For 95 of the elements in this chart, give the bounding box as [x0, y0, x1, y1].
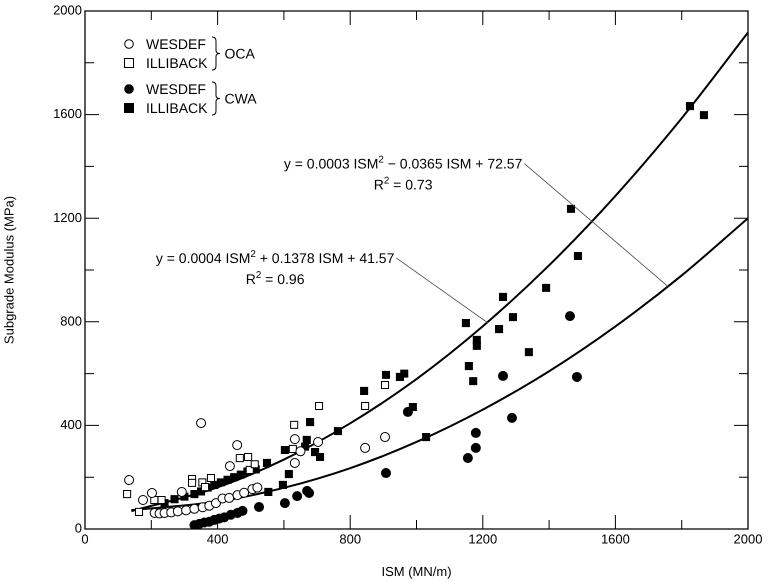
point: [498, 370, 508, 381]
point: [200, 483, 210, 492]
point: [360, 386, 368, 395]
point: [464, 362, 473, 370]
legend-label: ILLIBACK: [146, 54, 208, 71]
point: [158, 496, 166, 504]
point: [422, 433, 430, 442]
point: [124, 475, 134, 486]
point: [280, 446, 289, 454]
point: [508, 313, 517, 322]
point: [295, 446, 306, 456]
point: [380, 380, 390, 390]
point: [181, 505, 192, 516]
point: [334, 427, 342, 436]
point: [146, 488, 157, 498]
x-tick-label: 800: [339, 531, 362, 546]
point: [278, 480, 287, 490]
point: [176, 486, 187, 497]
point: [196, 418, 206, 428]
annotation: CWA: [224, 90, 258, 106]
point: [470, 428, 481, 438]
point: [572, 372, 582, 382]
point: [138, 494, 148, 505]
point: [498, 292, 508, 301]
point: [254, 502, 264, 512]
point: [280, 498, 290, 508]
y-tick-label: 400: [60, 416, 82, 432]
legend-label: ILLIBACK: [146, 100, 208, 116]
point: [380, 432, 390, 442]
point: [304, 488, 314, 498]
point: [230, 473, 238, 482]
point: [472, 342, 481, 350]
point: [361, 402, 370, 410]
point: [284, 470, 293, 478]
point: [170, 495, 179, 504]
y-tick-label: 0: [74, 520, 82, 536]
point: [306, 418, 314, 426]
point: [210, 498, 221, 508]
point: [262, 458, 272, 467]
point: [264, 488, 272, 496]
point: [290, 420, 298, 429]
x-tick-label: 400: [206, 531, 228, 546]
annotation: OCA: [224, 45, 256, 62]
point: [135, 508, 144, 516]
point: [239, 488, 250, 498]
point: [313, 436, 324, 447]
point: [224, 461, 235, 472]
x-tick-label: 1600: [600, 531, 630, 546]
point: [172, 506, 183, 516]
point: [462, 453, 473, 464]
point: [252, 482, 262, 493]
point: [700, 111, 708, 120]
y-tick-label: 1600: [53, 106, 82, 122]
point: [250, 460, 259, 468]
point: [360, 442, 370, 453]
x-axis-title: ISM (MN/m): [381, 564, 452, 579]
y-tick-label: 2000: [53, 2, 82, 18]
point: [574, 252, 582, 260]
point: [316, 452, 324, 462]
point: [237, 506, 248, 516]
point: [290, 434, 300, 444]
point: [206, 474, 216, 482]
point: [470, 442, 481, 453]
legend-label: WESDEF: [146, 80, 206, 97]
point: [381, 468, 391, 478]
point: [382, 370, 390, 379]
x-tick-label: 1200: [468, 531, 498, 546]
point: [566, 204, 576, 213]
y-axis-title: Subgrade Modulus (MPa): [1, 196, 16, 344]
point: [506, 412, 517, 423]
point: [686, 102, 694, 110]
point: [302, 436, 311, 444]
point: [189, 504, 200, 514]
point: [524, 348, 533, 356]
y-tick-label: 800: [60, 313, 82, 328]
point: [315, 402, 324, 410]
point: [542, 284, 550, 292]
point: [402, 406, 413, 417]
point: [232, 440, 242, 450]
point: [123, 490, 132, 498]
x-tick-label: 2000: [734, 531, 762, 546]
legend-label: WESDEF: [146, 36, 206, 52]
point: [400, 370, 408, 378]
point: [469, 377, 478, 386]
point: [224, 492, 234, 503]
y-tick-label: 1200: [53, 210, 82, 225]
point: [188, 478, 196, 487]
point: [288, 444, 297, 454]
point: [236, 454, 244, 462]
point: [292, 491, 302, 502]
point: [290, 458, 300, 468]
point: [244, 452, 252, 462]
point: [495, 325, 504, 334]
point: [564, 311, 575, 322]
point: [462, 319, 470, 328]
